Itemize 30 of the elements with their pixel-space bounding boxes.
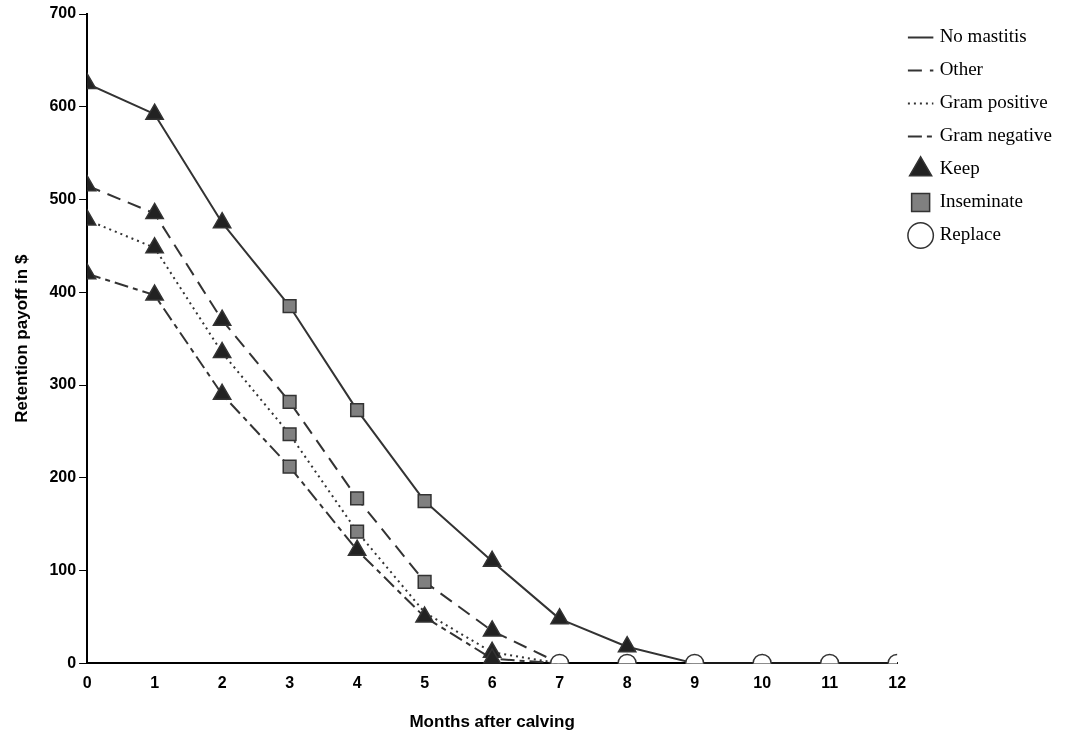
legend-label: No mastitis (939, 25, 1027, 47)
x-tick-label: 1 (150, 674, 160, 692)
y-tick-label: 300 (49, 375, 77, 393)
x-tick-label: 2 (217, 674, 227, 692)
x-axis-title: Months after calving (409, 712, 575, 732)
legend-label: Keep (939, 157, 980, 179)
y-tick-label: 100 (49, 561, 77, 579)
legend-label: Gram negative (939, 124, 1053, 146)
x-tick-label: 3 (285, 674, 295, 692)
y-tick-label: 500 (49, 189, 77, 207)
x-tick-label: 4 (352, 674, 362, 692)
x-tick-label: 9 (690, 674, 700, 692)
y-tick-label: 600 (49, 97, 77, 115)
x-tick-label: 0 (82, 674, 92, 692)
legend-label: Other (939, 58, 984, 80)
y-tick-label: 200 (49, 468, 77, 486)
y-tick-label: 700 (49, 4, 77, 22)
x-tick-label: 12 (888, 674, 907, 692)
legend-label: Gram positive (939, 91, 1048, 113)
x-tick-label: 6 (487, 674, 497, 692)
y-axis-title: Retention payoff in $ (11, 254, 31, 423)
x-tick-label: 5 (420, 674, 430, 692)
y-tick-label: 0 (67, 653, 77, 671)
legend-label: Replace (939, 223, 1001, 245)
y-tick-label: 400 (49, 282, 77, 300)
x-tick-label: 8 (622, 674, 632, 692)
legend-label: Inseminate (939, 190, 1023, 212)
x-tick-label: 7 (555, 674, 565, 692)
x-tick-label: 11 (821, 674, 839, 692)
x-tick-label: 10 (753, 674, 772, 692)
